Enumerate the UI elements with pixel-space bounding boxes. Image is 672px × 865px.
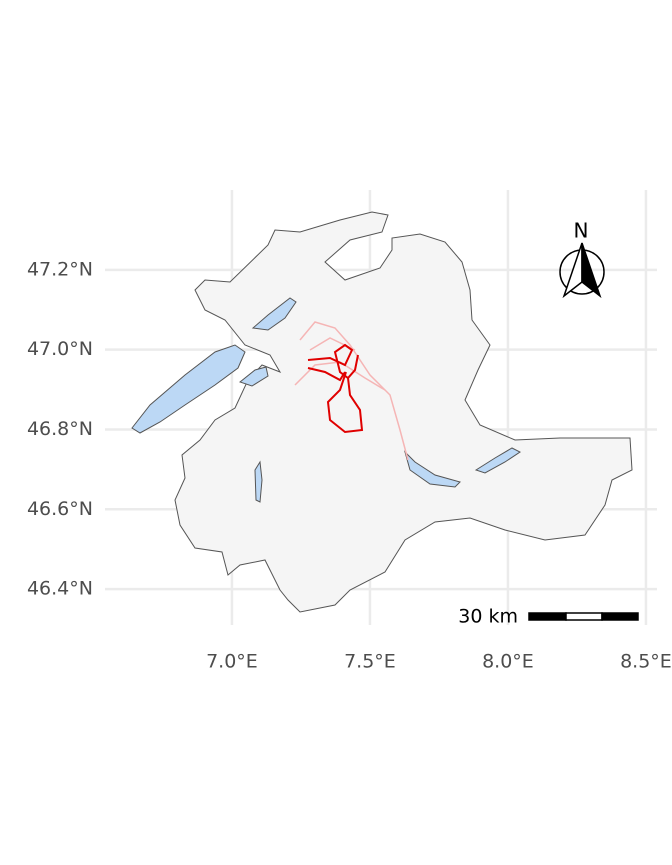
north-label: N xyxy=(574,219,589,243)
tracks xyxy=(307,343,364,434)
canton-outline xyxy=(174,211,633,613)
north-arrow xyxy=(559,242,605,299)
y-tick-label: 46.6°N xyxy=(27,498,93,520)
y-tick-label: 47.0°N xyxy=(27,338,93,360)
lake-small xyxy=(251,297,297,331)
lake-thun xyxy=(404,450,461,488)
scale-label: 30 km xyxy=(458,606,518,628)
x-tick-label: 8.5°E xyxy=(620,651,672,673)
scale-bar xyxy=(528,612,639,621)
lake-biel xyxy=(131,344,246,434)
x-tick-label: 7.5°E xyxy=(344,651,396,673)
x-tick-label: 7.0°E xyxy=(206,651,258,673)
y-tick-label: 46.8°N xyxy=(27,418,93,440)
lake-brienz xyxy=(474,447,521,474)
y-tick-label: 46.4°N xyxy=(27,578,93,600)
lake-murten xyxy=(238,366,269,387)
x-tick-label: 8.0°E xyxy=(482,651,534,673)
lake-thin xyxy=(254,460,263,503)
y-tick-label: 47.2°N xyxy=(27,258,93,280)
